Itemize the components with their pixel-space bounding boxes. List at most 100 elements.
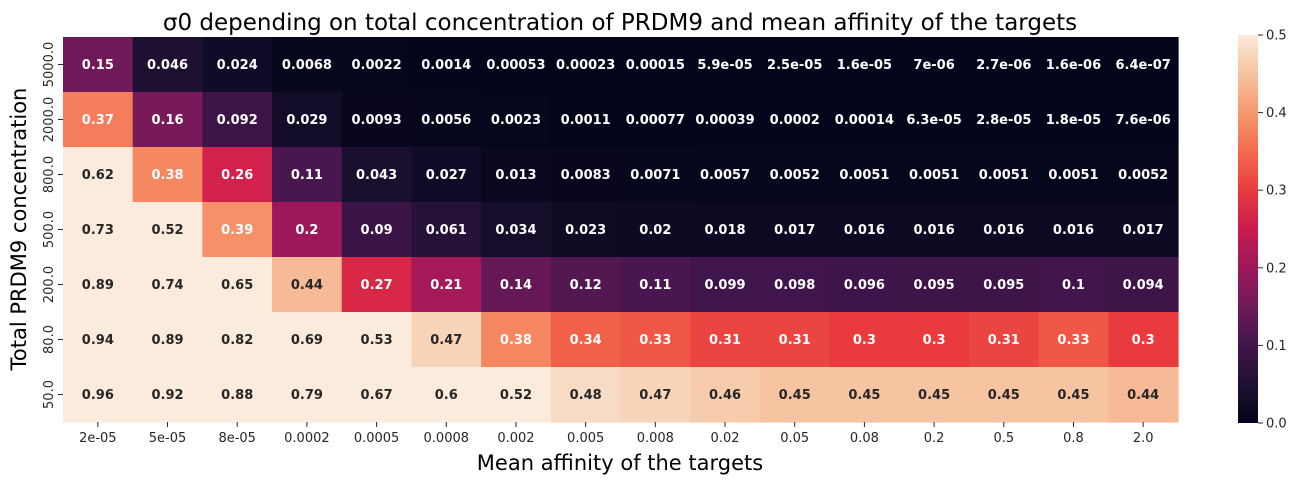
heatmap-cell — [1038, 147, 1109, 203]
cell-value-label: 0.00014 — [835, 113, 894, 128]
heatmap-cell — [829, 147, 900, 203]
heatmap-cell — [272, 367, 343, 423]
heatmap-cell — [620, 147, 691, 203]
heatmap-cell — [411, 202, 482, 258]
heatmap-cell — [968, 367, 1040, 423]
cell-value-label: 0.023 — [565, 223, 606, 238]
cell-value-label: 0.027 — [426, 168, 467, 183]
cell-value-label: 0.37 — [82, 113, 114, 128]
colorbar: 0.0 0.1 0.2 0.3 0.4 0.5 — [1238, 29, 1287, 432]
cell-value-label: 0.024 — [217, 58, 258, 73]
heatmap-cell — [481, 92, 552, 148]
heatmap-cell — [1108, 367, 1179, 423]
cell-value-label: 0.0002 — [770, 113, 820, 128]
x-tick-label: 0.0002 — [284, 431, 330, 446]
heatmap-cell — [1108, 37, 1179, 93]
x-tick-label: 0.0008 — [424, 431, 470, 446]
cell-value-label: 0.34 — [570, 333, 602, 348]
heatmap-cell — [1108, 202, 1179, 258]
heatmap-cell — [1038, 202, 1109, 258]
heatmap-cell — [481, 147, 552, 203]
heatmap-cell — [272, 202, 343, 258]
heatmap-cell — [411, 367, 482, 423]
cell-value-label: 0.099 — [704, 278, 745, 293]
chart-title: σ0 depending on total concentration of P… — [163, 10, 1077, 36]
heatmap-cell — [620, 312, 691, 368]
y-tick-label: 50.0 — [42, 380, 57, 409]
cell-value-label: 1.8e-05 — [1046, 113, 1101, 128]
cell-value-label: 0.3 — [853, 333, 876, 348]
cell-value-label: 0.043 — [356, 168, 397, 183]
heatmap-cell — [63, 367, 134, 423]
cell-value-label: 0.0051 — [909, 168, 959, 183]
cell-value-label: 0.00053 — [486, 58, 545, 73]
cell-value-label: 0.92 — [151, 388, 183, 403]
heatmap-cell — [202, 312, 273, 368]
cell-value-label: 2.5e-05 — [767, 58, 822, 73]
heatmap-cell — [550, 312, 622, 368]
cell-value-label: 0.31 — [988, 333, 1020, 348]
heatmap-cell — [132, 312, 203, 368]
cell-value-label: 0.62 — [82, 168, 114, 183]
cell-value-label: 0.89 — [151, 333, 183, 348]
heatmap-cell — [550, 367, 622, 423]
cell-value-label: 0.096 — [844, 278, 885, 293]
heatmap-cell — [341, 367, 413, 423]
heatmap-cell — [202, 92, 273, 148]
y-tick-label: 80.0 — [42, 325, 57, 354]
cell-value-label: 0.12 — [570, 278, 602, 293]
heatmap-cell — [341, 202, 413, 258]
y-axis-ticks: 5000.0 2000.0 800.0 500.0 200.0 80.0 50.0 — [42, 42, 63, 409]
cell-value-label: 2.7e-06 — [976, 58, 1031, 73]
heatmap-cell — [620, 202, 691, 258]
cell-value-label: 0.0056 — [421, 113, 471, 128]
cell-value-label: 0.73 — [82, 223, 114, 238]
colorbar-tick-label: 0.4 — [1266, 106, 1287, 121]
heatmap-cell — [759, 202, 831, 258]
heatmap-cell — [899, 147, 970, 203]
cell-value-label: 0.09 — [361, 223, 393, 238]
cell-value-label: 0.53 — [361, 333, 393, 348]
heatmap-cell — [1038, 367, 1109, 423]
heatmap-cell — [341, 312, 413, 368]
heatmap-cell — [829, 312, 900, 368]
heatmap-cell — [1038, 257, 1109, 313]
heatmap-cell — [690, 367, 761, 423]
heatmap-cell — [968, 37, 1040, 93]
x-tick-label: 0.2 — [924, 431, 945, 446]
heatmap-cell — [759, 367, 831, 423]
heatmap-cell — [411, 92, 482, 148]
heatmap-cell — [481, 37, 552, 93]
x-axis-ticks: 2e-05 5e-05 8e-05 0.0002 0.0005 0.0008 0.002 0.… — [79, 422, 1154, 446]
heatmap-cell — [341, 92, 413, 148]
heatmap-cell — [63, 312, 134, 368]
heatmap-cell — [899, 92, 970, 148]
heatmap-cell — [411, 312, 482, 368]
cell-value-label: 0.0052 — [770, 168, 820, 183]
cell-value-label: 0.96 — [82, 388, 114, 403]
cell-value-label: 0.029 — [286, 113, 327, 128]
heatmap-cell — [481, 202, 552, 258]
heatmap-cell — [202, 202, 273, 258]
heatmap-cell — [272, 147, 343, 203]
heatmap-cell — [63, 202, 134, 258]
heatmap-cell — [690, 312, 761, 368]
x-tick-label: 8e-05 — [218, 431, 256, 446]
cell-value-label: 0.74 — [151, 278, 183, 293]
colorbar-gradient — [1238, 35, 1258, 423]
cell-value-label: 0.47 — [430, 333, 462, 348]
heatmap-cell — [1038, 312, 1109, 368]
x-axis-label: Mean affinity of the targets — [477, 451, 763, 475]
heatmap-cell — [829, 257, 900, 313]
heatmap-cell — [550, 147, 622, 203]
y-tick-label: 800.0 — [42, 156, 57, 193]
colorbar-tick-label: 0.1 — [1266, 339, 1287, 354]
heatmap-cell — [899, 202, 970, 258]
x-tick-label: 0.8 — [1063, 431, 1084, 446]
heatmap-cell — [132, 147, 203, 203]
heatmap-cell — [899, 312, 970, 368]
cell-value-label: 0.89 — [82, 278, 114, 293]
cell-value-label: 0.095 — [983, 278, 1024, 293]
x-tick-label: 0.002 — [497, 431, 534, 446]
cell-value-label: 0.52 — [151, 223, 183, 238]
